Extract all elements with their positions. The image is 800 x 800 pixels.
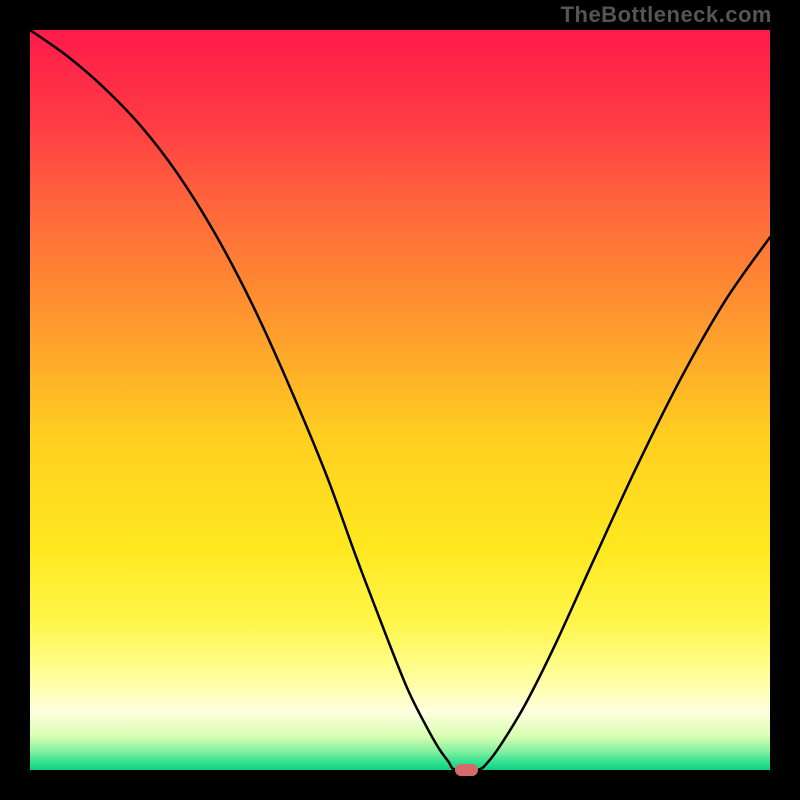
chart-svg [30,30,770,770]
optimal-marker [455,764,479,775]
plot-area [30,30,770,770]
chart-background [30,30,770,770]
watermark-text: TheBottleneck.com [561,2,772,28]
